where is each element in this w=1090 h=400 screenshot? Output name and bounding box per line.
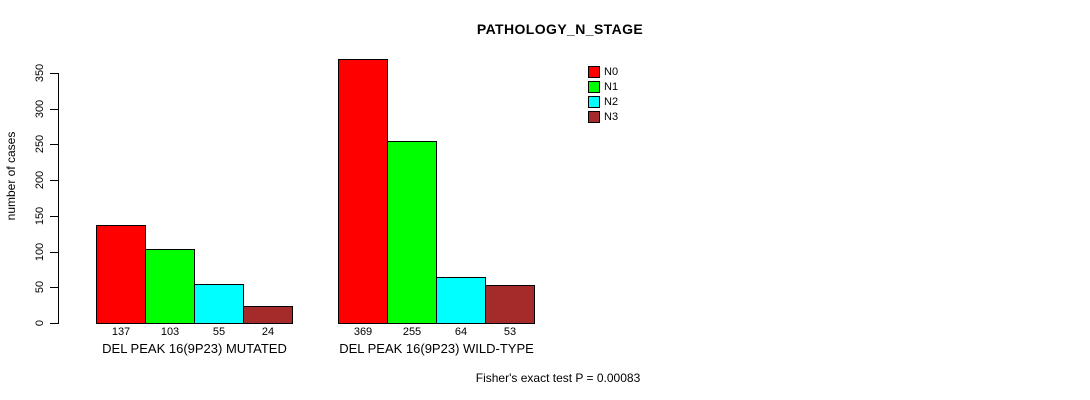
legend-item-n1: N1 bbox=[588, 81, 618, 93]
bar-value-label: 255 bbox=[402, 326, 422, 338]
bar-n0-group0 bbox=[96, 225, 146, 324]
category-label: DEL PEAK 16(9P23) WILD-TYPE bbox=[339, 341, 534, 356]
legend: N0 N1 N2 N3 bbox=[588, 66, 618, 126]
chart-title: PATHOLOGY_N_STAGE bbox=[476, 21, 644, 37]
legend-item-n0: N0 bbox=[588, 66, 618, 78]
bar-value-label: 369 bbox=[353, 326, 373, 338]
bar-value-label: 24 bbox=[261, 326, 275, 338]
y-axis-tick-label: 50 bbox=[34, 281, 46, 294]
bar-n3-group1 bbox=[485, 285, 535, 324]
legend-swatch-icon bbox=[588, 96, 600, 108]
bar-n2-group0 bbox=[194, 284, 244, 324]
bar-n1-group0 bbox=[145, 249, 195, 324]
legend-swatch-icon bbox=[588, 81, 600, 93]
y-axis-tick bbox=[50, 108, 58, 110]
legend-label: N0 bbox=[604, 66, 619, 78]
y-axis-tick-label: 200 bbox=[34, 170, 46, 190]
bar-value-label: 53 bbox=[503, 326, 517, 338]
y-axis-tick-label: 250 bbox=[34, 135, 46, 154]
legend-label: N3 bbox=[604, 111, 619, 123]
bar-n1-group1 bbox=[387, 141, 437, 324]
y-axis-tick bbox=[50, 287, 58, 289]
y-axis-tick-label: 350 bbox=[34, 63, 46, 83]
y-axis-tick bbox=[50, 251, 58, 253]
legend-item-n3: N3 bbox=[588, 111, 618, 123]
y-axis-tick bbox=[50, 180, 58, 182]
y-axis-tick-label: 300 bbox=[34, 99, 46, 118]
y-axis-line bbox=[58, 73, 59, 324]
y-axis-tick bbox=[50, 323, 58, 324]
legend-swatch-icon bbox=[588, 66, 600, 78]
y-axis-tick-label: 150 bbox=[34, 206, 46, 226]
legend-swatch-icon bbox=[588, 111, 600, 123]
y-axis-tick bbox=[50, 144, 58, 146]
bar-n2-group1 bbox=[436, 277, 486, 324]
bar-value-label: 64 bbox=[454, 326, 468, 338]
category-label: DEL PEAK 16(9P23) MUTATED bbox=[102, 341, 287, 356]
y-axis-label: number of cases bbox=[4, 131, 18, 221]
y-axis-tick-label: 0 bbox=[34, 319, 46, 327]
legend-label: N1 bbox=[604, 81, 619, 93]
legend-label: N2 bbox=[604, 96, 619, 108]
y-axis-tick-label: 100 bbox=[34, 242, 46, 261]
bar-n3-group0 bbox=[243, 306, 293, 324]
y-axis-tick bbox=[50, 215, 58, 217]
legend-item-n2: N2 bbox=[588, 96, 618, 108]
bar-value-label: 55 bbox=[212, 326, 226, 338]
bar-value-label: 137 bbox=[111, 326, 131, 338]
stat-annotation: Fisher's exact test P = 0.00083 bbox=[475, 371, 641, 385]
bar-value-label: 103 bbox=[160, 326, 180, 338]
y-axis-tick bbox=[50, 73, 58, 74]
bar-n0-group1 bbox=[338, 59, 388, 324]
